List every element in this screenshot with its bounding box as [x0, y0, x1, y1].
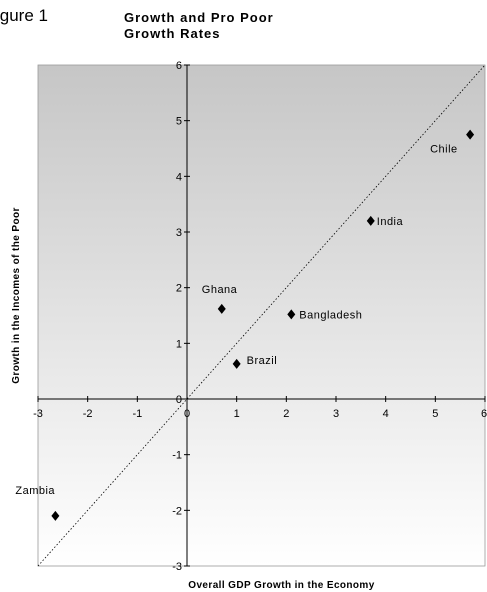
x-tick-label: 6: [481, 408, 487, 420]
data-points: Chile India Ghana Bangladesh Brazil Zambia: [15, 129, 475, 521]
x-tick-label: -1: [132, 408, 142, 420]
x-tick-label: 0: [184, 408, 190, 420]
point-label-ghana: Ghana: [202, 284, 238, 296]
point-marker-chile: [466, 129, 475, 140]
point-marker-brazil: [232, 358, 241, 369]
point-marker-india: [366, 215, 375, 226]
point-label-brazil: Brazil: [247, 355, 278, 367]
y-tick-label: -1: [172, 450, 182, 462]
y-tick-label: 6: [176, 60, 182, 72]
point-label-chile: Chile: [430, 144, 458, 156]
y-tick-label: -3: [172, 561, 182, 573]
x-tick-label: -2: [83, 408, 93, 420]
chart-title-line-1: Growth and Pro Poor: [124, 10, 274, 25]
point-label-zambia: Zambia: [15, 485, 55, 497]
y-tick-label: -2: [172, 505, 182, 517]
point-marker-ghana: [217, 303, 226, 314]
figure-label: igure 1: [0, 6, 48, 25]
y-tick-label: 2: [176, 283, 182, 295]
x-tick-label: 5: [432, 408, 438, 420]
point-marker-zambia: [51, 510, 60, 521]
chart-title: Growth and Pro Poor Growth Rates: [124, 10, 274, 42]
x-tick-label: 4: [383, 408, 389, 420]
x-tick-label: -3: [33, 408, 43, 420]
point-label-bangladesh: Bangladesh: [299, 309, 362, 321]
x-tick-label: 1: [234, 408, 240, 420]
chart-title-line-2: Growth Rates: [124, 26, 221, 41]
point-marker-bangladesh: [287, 309, 296, 320]
y-tick-label: 0: [176, 394, 182, 406]
plot-area: [37, 64, 486, 567]
y-axis-title: Growth in the Incomes of the Poor: [11, 207, 22, 384]
y-tick-label: 5: [176, 116, 182, 128]
y-tick-label: 1: [176, 338, 182, 350]
y-tick-label: 4: [176, 171, 182, 183]
x-axis-title: Overall GDP Growth in the Economy: [188, 580, 374, 591]
x-tick-label: 3: [333, 408, 339, 420]
axis-ticks: -3 -2 -1 0 1 2 3 4 5 6 -3 -2 -1 0 1 2 3 4 5 6: [33, 60, 487, 573]
y-tick-label: 3: [176, 227, 182, 239]
x-tick-label: 2: [283, 408, 289, 420]
point-label-india: India: [377, 216, 404, 228]
